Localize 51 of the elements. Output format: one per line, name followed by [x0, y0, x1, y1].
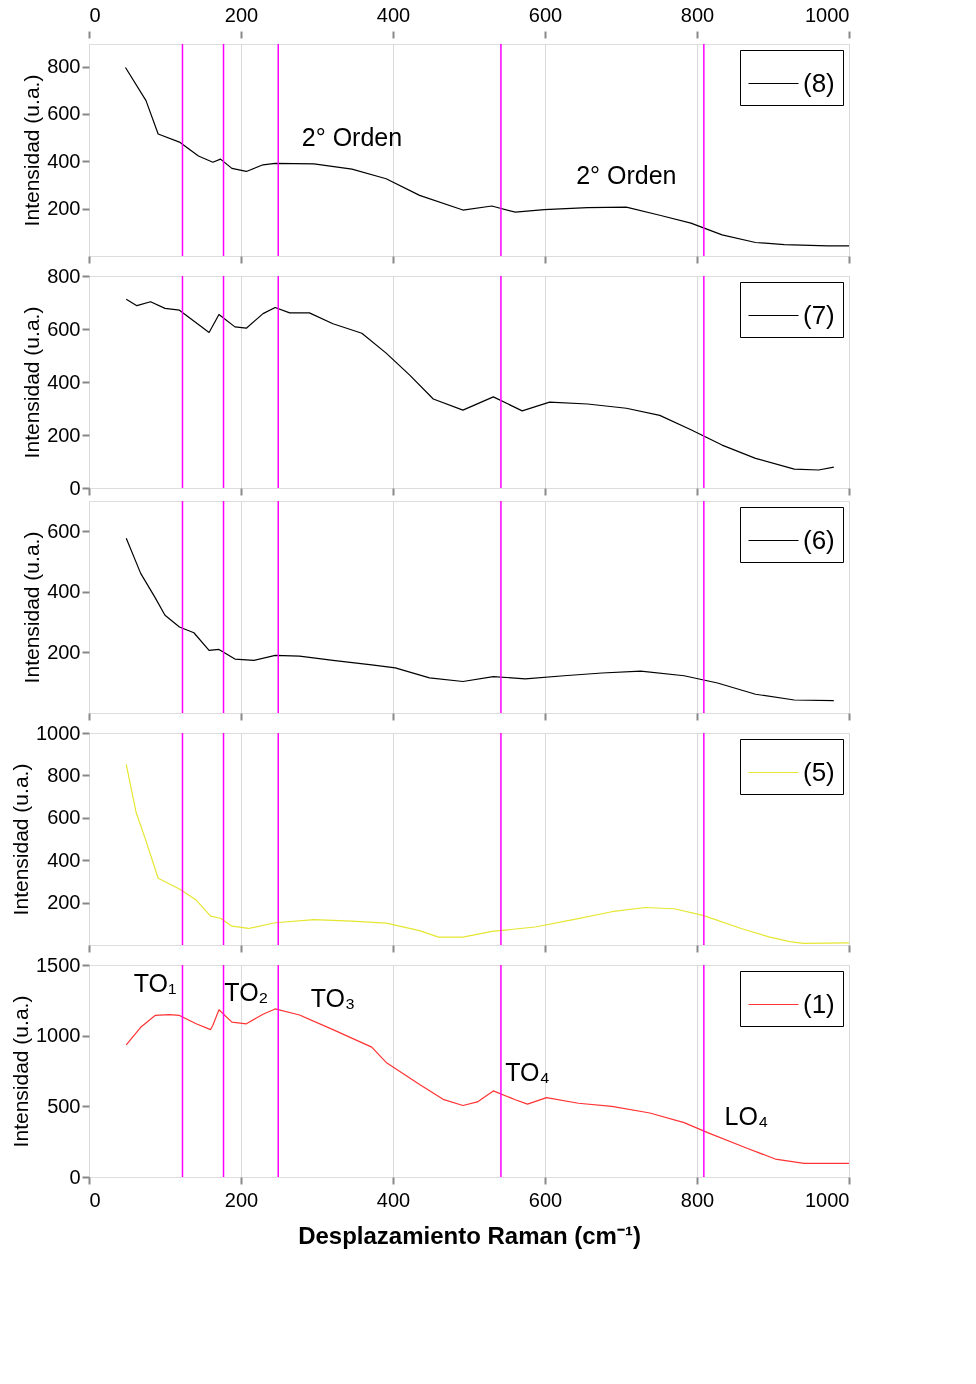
y-tick-label: 800	[47, 264, 81, 287]
x-tick-label: 0	[89, 1188, 101, 1211]
y-tick-label: 400	[47, 370, 81, 393]
annotation: 2° Orden	[576, 161, 677, 190]
annotation: TO₂	[224, 977, 269, 1006]
y-tick-label: 600	[47, 317, 81, 340]
y-axis-title: Intensidad (u.a.)	[9, 995, 33, 1148]
y-tick-label: 0	[69, 1165, 81, 1188]
y-tick-label: 500	[47, 1094, 81, 1117]
legend-label: (1)	[803, 988, 835, 1019]
x-tick-label: 400	[376, 1188, 411, 1211]
legend-label: (8)	[803, 67, 835, 98]
y-tick-label: 200	[47, 197, 81, 220]
x2-tick-label: 600	[528, 3, 563, 26]
y-tick-label: 800	[47, 55, 81, 77]
y-tick-label: 200	[47, 423, 81, 446]
y-tick-label: 1000	[36, 1024, 81, 1047]
y-tick-label: 0	[69, 476, 81, 499]
y-tick-label: 400	[47, 149, 81, 172]
x2-tick-label: 400	[376, 3, 411, 26]
x2-tick-label: 0	[89, 3, 101, 26]
x2-tick-label: 200	[224, 3, 259, 26]
x2-tick-label: 1000	[805, 3, 850, 26]
y-tick-label: 1000	[36, 721, 81, 744]
x2-tick-label: 800	[680, 3, 715, 26]
x-tick-label: 1000	[805, 1188, 850, 1211]
legend-label: (7)	[803, 299, 835, 330]
y-tick-label: 200	[47, 640, 81, 663]
y-axis-title: Intensidad (u.a.)	[20, 531, 44, 684]
y-tick-label: 800	[47, 763, 81, 786]
annotation: 2° Orden	[301, 123, 403, 152]
y-tick-label: 600	[47, 806, 81, 829]
annotation: TO₃	[310, 983, 356, 1012]
x-tick-label: 600	[528, 1188, 563, 1211]
annotation: TO₄	[505, 1058, 550, 1087]
x-tick-label: 800	[680, 1188, 715, 1211]
legend-label: (5)	[803, 756, 835, 787]
y-tick-label: 200	[47, 891, 81, 914]
y-tick-label: 1500	[36, 953, 81, 976]
y-axis-title: Intensidad (u.a.)	[20, 74, 44, 227]
legend-label: (6)	[803, 524, 835, 555]
annotation: TO₁	[133, 969, 177, 998]
x-tick-label: 200	[224, 1188, 259, 1211]
y-axis-title: Intensidad (u.a.)	[9, 763, 33, 916]
annotation: LO₄	[724, 1102, 769, 1131]
y-tick-label: 600	[47, 102, 81, 125]
x-axis-title: Desplazamiento Raman (cm⁻¹)	[298, 1221, 641, 1249]
y-tick-label: 400	[47, 848, 81, 871]
y-axis-title: Intensidad (u.a.)	[20, 306, 44, 459]
y-tick-label: 600	[47, 519, 81, 542]
y-tick-label: 400	[47, 580, 81, 603]
